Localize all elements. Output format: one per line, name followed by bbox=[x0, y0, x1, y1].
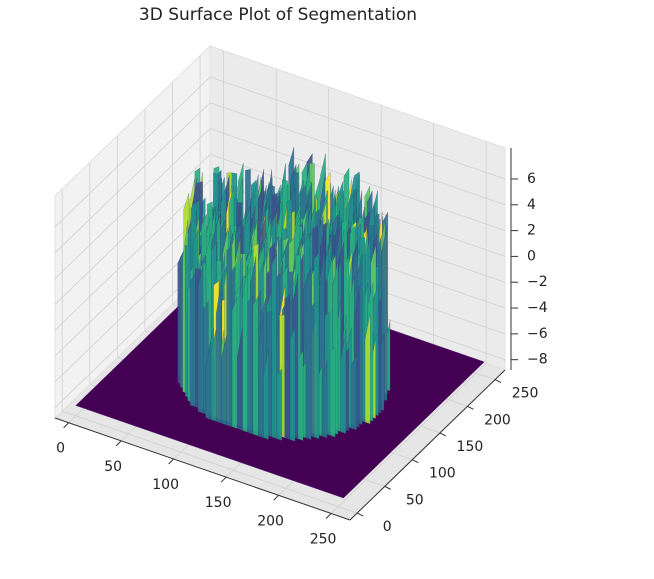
grid-line bbox=[209, 102, 506, 206]
surface-spike bbox=[297, 350, 304, 441]
z-tick-label: 6 bbox=[527, 171, 536, 187]
y-tick bbox=[494, 379, 502, 384]
y-tick bbox=[439, 432, 447, 437]
surface-spike bbox=[305, 266, 312, 440]
grid-line bbox=[330, 363, 487, 514]
y-tick-label: 50 bbox=[406, 492, 424, 508]
x-tick-label: 0 bbox=[56, 441, 65, 457]
grid-line bbox=[54, 154, 211, 305]
x-tick-label: 200 bbox=[257, 513, 284, 529]
x-tick bbox=[273, 494, 279, 501]
grid-line bbox=[209, 76, 506, 180]
z-tick-label: −2 bbox=[527, 274, 548, 290]
surface-spike bbox=[190, 272, 196, 408]
surface-spike bbox=[276, 368, 282, 441]
axis-line bbox=[349, 369, 506, 521]
x-tick bbox=[63, 422, 70, 429]
surface-spike bbox=[271, 254, 277, 439]
grid-line bbox=[54, 128, 211, 279]
x-tick-label: 150 bbox=[205, 495, 232, 511]
y-tick-label: 150 bbox=[457, 439, 484, 455]
z-tick-label: 0 bbox=[527, 248, 536, 264]
y-tick-label: 200 bbox=[484, 412, 511, 428]
axis-line bbox=[54, 417, 351, 521]
y-tick-label: 0 bbox=[383, 519, 392, 535]
y-tick-label: 250 bbox=[512, 386, 539, 402]
y-tick bbox=[356, 512, 364, 517]
surface-spike bbox=[197, 264, 204, 414]
x-tick bbox=[168, 458, 174, 465]
y-tick-label: 100 bbox=[429, 466, 456, 482]
surface-spike bbox=[247, 295, 253, 435]
x-tick bbox=[220, 476, 227, 483]
z-tick-label: −8 bbox=[527, 352, 548, 368]
x-tick bbox=[325, 513, 332, 519]
grid-line bbox=[54, 102, 211, 254]
grid-line bbox=[62, 410, 358, 514]
surface-spike bbox=[329, 347, 336, 438]
y-tick bbox=[412, 459, 419, 464]
z-tick-label: 4 bbox=[527, 197, 536, 213]
z-tick-label: −4 bbox=[527, 300, 548, 316]
grid-line bbox=[54, 76, 211, 228]
surface-spike bbox=[226, 247, 232, 427]
surface-spike bbox=[313, 252, 320, 440]
surface-spike bbox=[205, 340, 211, 420]
x-tick-label: 100 bbox=[152, 477, 179, 493]
x-tick-label: 250 bbox=[310, 531, 337, 547]
surface-spike bbox=[284, 294, 290, 440]
surface-spike bbox=[252, 296, 259, 437]
surface-spike bbox=[351, 355, 357, 431]
x-tick bbox=[115, 440, 122, 447]
axes: 050100150200250050100150200250−8−6−4−202… bbox=[54, 148, 548, 547]
surface-spike bbox=[289, 326, 296, 442]
y-tick bbox=[384, 485, 391, 490]
z-tick-label: −6 bbox=[527, 326, 548, 342]
chart-title: 3D Surface Plot of Segmentation bbox=[139, 5, 417, 25]
x-tick-label: 50 bbox=[104, 459, 122, 475]
y-tick bbox=[467, 405, 474, 410]
surface bbox=[75, 147, 485, 499]
grid-line bbox=[54, 179, 211, 331]
surface-spike bbox=[231, 296, 238, 429]
z-tick-label: 2 bbox=[527, 223, 536, 239]
